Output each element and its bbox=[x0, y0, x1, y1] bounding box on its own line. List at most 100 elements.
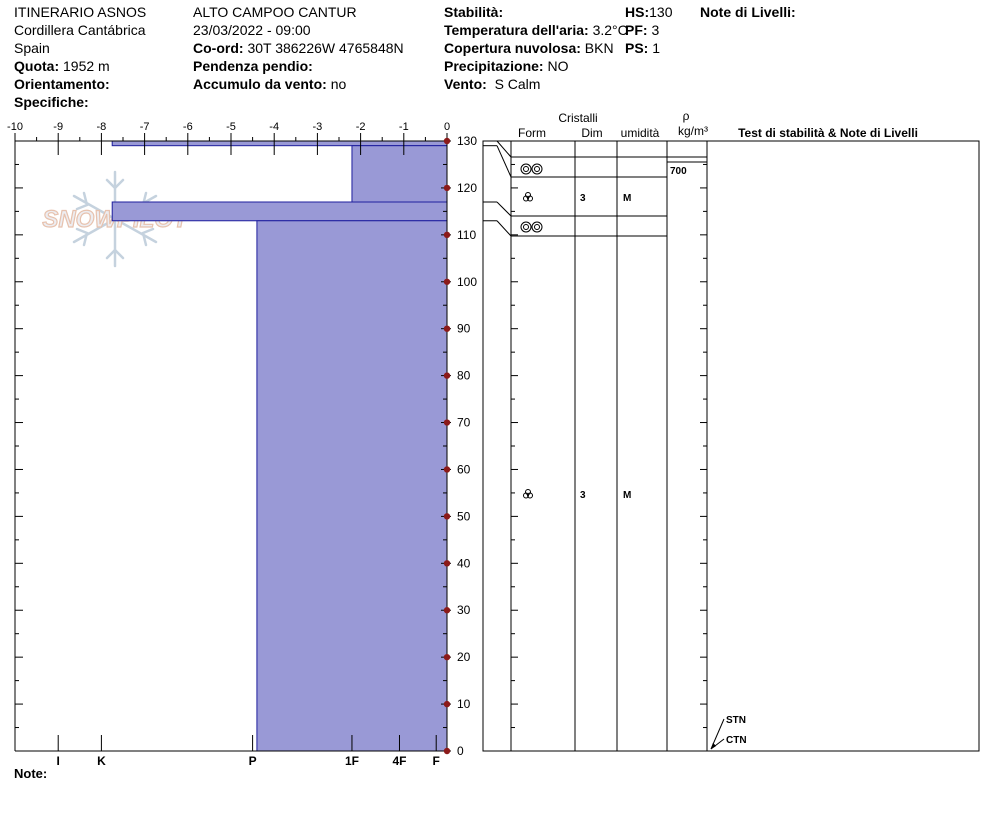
header-cristalli: Cristalli bbox=[558, 111, 597, 125]
datetime: 23/03/2022 - 09:00 bbox=[193, 22, 311, 38]
height-marker bbox=[443, 513, 451, 520]
height-label: 80 bbox=[457, 369, 471, 383]
height-label: 40 bbox=[457, 556, 471, 570]
ps-label: PS: bbox=[625, 40, 649, 56]
mixed-forms-icon bbox=[523, 192, 533, 202]
height-marker bbox=[443, 184, 451, 192]
accum-row: Accumulo da vento: no bbox=[193, 75, 404, 93]
note-label: Note: bbox=[14, 766, 48, 781]
header-rho-unit: kg/m³ bbox=[678, 124, 708, 138]
header-rho: ρ bbox=[683, 109, 690, 123]
top-ticks: -10 -9 -8 -7 -6 -5 -4 -3 -2 -1 0 bbox=[7, 121, 450, 155]
ps-row: PS: 1 bbox=[625, 39, 672, 57]
layer-bar-3 bbox=[256, 220, 448, 752]
quota-label: Quota: bbox=[14, 58, 60, 74]
boundary-connector bbox=[496, 140, 512, 158]
temp-label: Temperatura dell'aria: bbox=[444, 22, 589, 38]
orient-row: Orientamento: bbox=[14, 75, 146, 93]
header-umidita: umidità bbox=[621, 126, 660, 140]
hardness-label: F bbox=[433, 754, 440, 768]
quota-value: 1952 m bbox=[63, 58, 110, 74]
mixed-circle bbox=[523, 492, 529, 499]
minor-ticks bbox=[15, 140, 447, 752]
pf-value: 3 bbox=[651, 22, 660, 38]
arrow-icon bbox=[711, 743, 716, 749]
height-label: 100 bbox=[457, 275, 477, 289]
header-form: Form bbox=[518, 126, 546, 140]
melt-circle-outer bbox=[520, 221, 532, 233]
mixed-circle bbox=[523, 195, 529, 202]
height-marker bbox=[443, 747, 451, 755]
stab-row: Stabilità: bbox=[444, 3, 628, 21]
cop-row: Copertura nuvolosa: BKN bbox=[444, 39, 628, 57]
layer-bar-1 bbox=[351, 145, 448, 203]
mixed-circle bbox=[527, 195, 533, 202]
melt-circle-inner bbox=[534, 166, 540, 172]
site-name: ALTO CAMPOO CANTUR bbox=[193, 4, 357, 20]
wetness: M bbox=[623, 490, 631, 501]
melt-circle-inner bbox=[523, 224, 529, 230]
melt-circle-inner bbox=[534, 224, 540, 230]
melt-forms-icon bbox=[520, 163, 543, 175]
mixed-forms-icon bbox=[523, 489, 533, 499]
top-tick-label: -3 bbox=[313, 121, 323, 133]
height-label: 110 bbox=[457, 228, 476, 242]
height-label: 130 bbox=[457, 134, 477, 148]
stability-tests: STN CTN bbox=[710, 715, 747, 750]
height-marker bbox=[443, 278, 451, 285]
height-marker bbox=[443, 653, 451, 661]
coord-label: Co-ord: bbox=[193, 40, 244, 56]
height-marker bbox=[443, 231, 451, 239]
top-tick-label: -7 bbox=[140, 121, 150, 133]
wetness: M bbox=[623, 193, 631, 204]
pf-label: PF: bbox=[625, 22, 648, 38]
note-livelli-label: Note di Livelli: bbox=[700, 4, 796, 20]
spec-label: Specifiche: bbox=[14, 94, 89, 110]
test-label: STN bbox=[726, 715, 746, 726]
hs-row: HS:130 bbox=[625, 3, 672, 21]
height-marker bbox=[443, 560, 451, 567]
coord-value: 30T 386226W 4765848N bbox=[247, 40, 404, 56]
height-label: 50 bbox=[457, 509, 471, 523]
country-name: Spain bbox=[14, 40, 50, 56]
top-tick-label: -9 bbox=[53, 121, 63, 133]
height-label: 20 bbox=[457, 650, 471, 664]
region-name: Cordillera Cantábrica bbox=[14, 22, 146, 38]
hardness-plot: -10 -9 -8 -7 -6 -5 -4 -3 -2 -1 0 I K P 1F 4F F 01020304… bbox=[7, 121, 477, 768]
height-marker bbox=[443, 419, 451, 426]
location-name: ITINERARIO ASNOS bbox=[14, 4, 147, 20]
quota-row: Quota: 1952 m bbox=[14, 57, 146, 75]
temp-row: Temperatura dell'aria: 3.2°C bbox=[444, 21, 628, 39]
height-label: 90 bbox=[457, 322, 471, 336]
hardness-label: K bbox=[97, 754, 106, 768]
pend-label: Pendenza pendio: bbox=[193, 58, 313, 74]
layer-table: Cristalli Form Dim umidità ρ kg/m³ Test … bbox=[482, 109, 980, 752]
temp-value: 3.2°C bbox=[592, 22, 628, 38]
table-row bbox=[520, 221, 543, 233]
header-col3: Stabilità: Temperatura dell'aria: 3.2°C … bbox=[444, 3, 628, 93]
prec-label: Precipitazione: bbox=[444, 58, 544, 74]
coord-row: Co-ord: 30T 386226W 4765848N bbox=[193, 39, 404, 57]
accum-value: no bbox=[330, 76, 347, 92]
height-label: 10 bbox=[457, 697, 471, 711]
height-marker bbox=[443, 607, 451, 614]
top-tick-label: -10 bbox=[7, 121, 23, 133]
height-label: 60 bbox=[457, 462, 471, 476]
height-marker bbox=[443, 372, 451, 379]
top-tick-label: -6 bbox=[183, 121, 193, 133]
hardness-label: P bbox=[249, 754, 257, 768]
test-label: CTN bbox=[726, 735, 747, 746]
melt-circle-inner bbox=[523, 166, 529, 172]
melt-circle-outer bbox=[520, 163, 532, 175]
boundary-connector bbox=[496, 220, 512, 237]
grain-size: 3 bbox=[580, 490, 586, 501]
prec-value: NO bbox=[547, 58, 569, 74]
stab-label: Stabilità: bbox=[444, 4, 504, 20]
cop-value: BKN bbox=[584, 40, 614, 56]
height-marker bbox=[443, 700, 451, 708]
hardness-label: I bbox=[57, 754, 60, 768]
boundary-connector bbox=[496, 201, 512, 217]
boundary-connector bbox=[496, 145, 512, 178]
vento-label: Vento: bbox=[444, 76, 487, 92]
